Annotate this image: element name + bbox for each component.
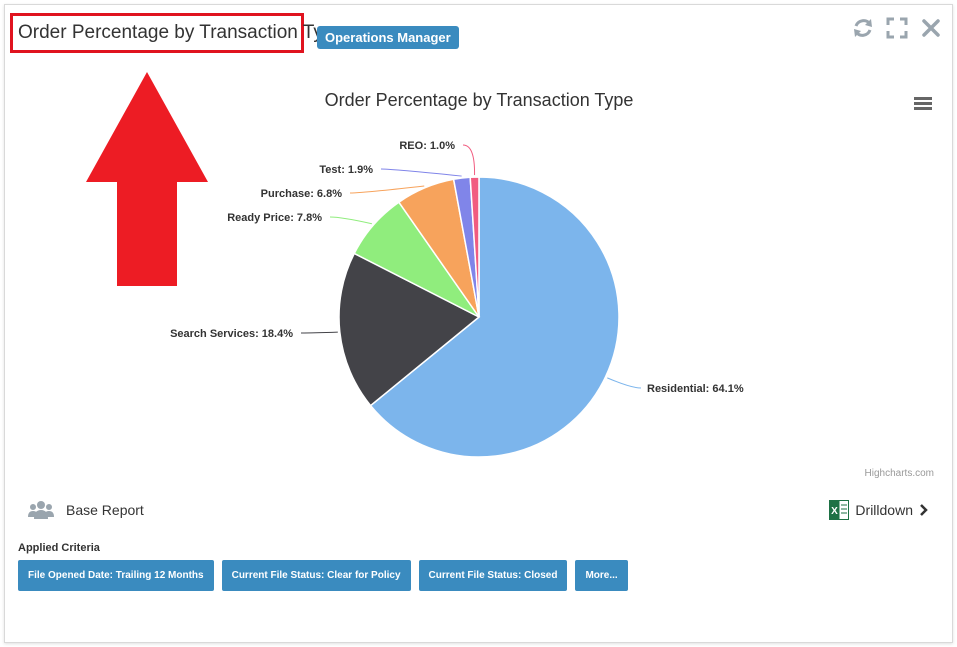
pie-labels: Residential: 64.1% Search Services: 18.4%… (170, 140, 744, 395)
pie-label-residential: Residential: 64.1% (647, 383, 744, 395)
criteria-more-button[interactable]: More... (575, 560, 628, 591)
pie-slices (338, 176, 620, 458)
role-badge: Operations Manager (317, 26, 459, 49)
pie-label-reo: REO: 1.0% (399, 140, 455, 152)
criteria-list: File Opened Date: Trailing 12 Months Cur… (18, 560, 628, 591)
highcharts-credit[interactable]: Highcharts.com (864, 468, 934, 479)
title-highlight-box (10, 13, 304, 53)
pie-label-purchase: Purchase: 6.8% (261, 188, 343, 200)
pie-label-ready-price: Ready Price: 7.8% (227, 212, 322, 224)
panel-title: Order Percentage by Transaction Type (18, 22, 344, 43)
base-report-link[interactable]: Base Report (28, 500, 144, 520)
pie-label-search-services: Search Services: 18.4% (170, 328, 293, 340)
applied-criteria-label: Applied Criteria (18, 542, 100, 554)
svg-text:X: X (832, 506, 839, 517)
pie-slice-search-services[interactable] (338, 252, 481, 407)
chart-menu-icon[interactable] (914, 97, 932, 110)
pie-connector-ready-price (329, 216, 373, 225)
pie-connector-test (380, 168, 462, 177)
criteria-chip-opened-date[interactable]: File Opened Date: Trailing 12 Months (18, 560, 214, 591)
drilldown-link[interactable]: X Drilldown (829, 500, 929, 520)
pie-slice-residential[interactable] (369, 176, 620, 458)
pie-connectors (300, 144, 642, 389)
pie-chart: Order Percentage by Transaction Type Res… (170, 90, 932, 458)
criteria-chip-status-clear[interactable]: Current File Status: Clear for Policy (221, 560, 411, 591)
criteria-chip-status-closed[interactable]: Current File Status: Closed (418, 560, 568, 591)
pie-connector-reo (462, 144, 476, 176)
pie-connector-search-services (300, 331, 338, 334)
red-up-arrow (86, 72, 208, 286)
expand-icon[interactable] (885, 16, 909, 40)
excel-icon: X (829, 500, 850, 520)
users-icon (28, 501, 54, 519)
pie-connector-purchase (349, 185, 425, 194)
pie-slice-reo[interactable] (469, 176, 480, 318)
chevron-right-icon (920, 504, 928, 516)
pie-label-test: Test: 1.9% (319, 164, 373, 176)
panel-toolbar (851, 16, 943, 40)
drilldown-label: Drilldown (855, 502, 913, 518)
close-icon[interactable] (919, 16, 943, 40)
pie-connector-residential (607, 377, 642, 389)
refresh-icon[interactable] (851, 16, 875, 40)
chart-title: Order Percentage by Transaction Type (325, 90, 634, 110)
base-report-label: Base Report (66, 502, 144, 518)
